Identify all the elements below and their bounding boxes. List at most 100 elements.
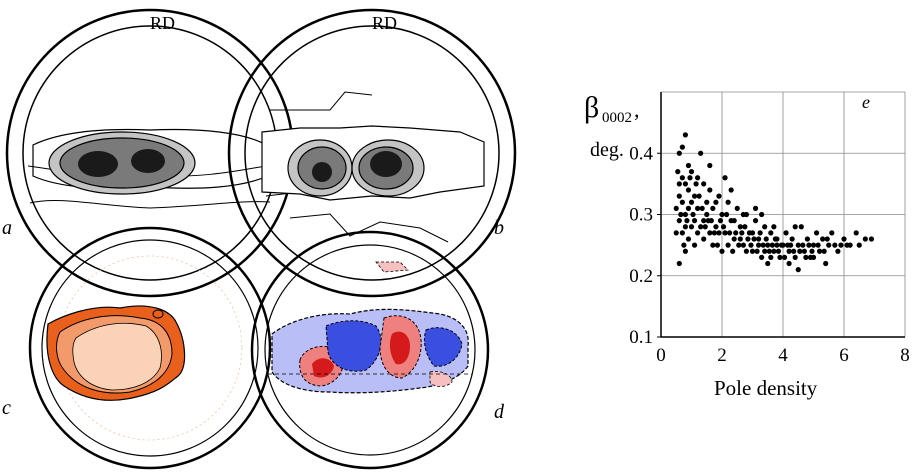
scatter-point [736,242,742,248]
scatter-point [768,230,774,236]
scatter-point [756,236,762,242]
scatter-point [701,236,707,242]
scatter-point [728,187,734,193]
scatter-point [786,260,792,267]
scatter-point [757,230,763,236]
scatter-point [710,205,716,211]
scatter-point [727,230,733,236]
x-tick-label: 8 [900,345,910,366]
scatter-point [698,150,704,156]
scatter-point [853,230,859,236]
x-axis-label: Pole density [714,376,818,400]
scatter-point [815,242,821,248]
scatter-point [690,211,696,218]
scatter-point [682,181,689,187]
scatter-point [733,230,739,236]
scatter-point [691,193,698,199]
scatter-point [682,211,689,218]
scatter-point [714,242,721,248]
panel-letter-b: b [494,217,504,239]
scatter-point [783,230,789,236]
scatter-point [809,248,815,254]
scatter-point [679,175,685,181]
scatter-point [725,199,731,205]
panel-letter-a: a [2,217,12,239]
scatter-point [844,242,850,248]
scatter-point [823,260,829,267]
pole-figure-c [28,226,272,470]
scatter-point [731,236,737,242]
scatter-point [707,187,713,193]
panel-letter-d: d [494,401,504,423]
scatter-point [772,236,778,242]
scatter-point [740,211,746,218]
scatter-point [856,242,862,248]
scatter-point [752,205,759,211]
scatter-point [737,236,743,242]
scatter-point [687,175,693,181]
scatter-point [719,248,725,254]
scatter-point [795,242,801,248]
scatter-point [763,236,769,242]
scatter-point [717,218,724,224]
scatter-point [699,205,705,211]
scatter-point [685,162,692,169]
scatter-point [771,248,777,254]
scatter-point [722,175,728,181]
scatter-point [759,211,765,218]
scatter-point [765,260,771,267]
scatter-point [691,242,698,248]
scatter-point [791,248,797,254]
scatter-point [749,230,756,236]
scatter-point [719,211,725,218]
scatter-point [676,218,682,224]
scatter-point [682,132,689,138]
scatter-point [695,230,701,236]
scatter-point [801,248,807,254]
scatter-point [688,169,695,175]
scatter-point [778,242,785,248]
chart-axes: 0 2 4 6 8 0.1 0.2 0.3 0.4 [629,92,910,366]
scatter-point [775,248,782,254]
y-axis-label-unit: deg. [590,139,624,161]
scatter-point [704,199,710,205]
scatter-point [803,254,809,260]
scatter-point [711,230,717,236]
scatter-point [795,267,801,273]
scatter-point [720,224,727,230]
scatter-point [730,248,736,254]
scatter-point [716,193,722,199]
scatter-point [698,224,704,230]
pole-figure-d [250,230,490,470]
scatter-point [820,236,826,242]
scatter-point [676,150,682,156]
scatter-point [868,236,875,242]
scatter-point [688,224,695,230]
y-tick-label: 0.3 [629,205,653,226]
scatter-point [759,254,765,260]
scatter-point [701,218,707,224]
scatter-point [832,242,838,248]
scatter-point [788,242,794,248]
scatter-point [800,242,806,248]
scatter-point [695,205,701,211]
panel-letter-e: e [862,92,870,112]
scatter-point [707,162,713,169]
scatter-point [804,236,811,242]
scatter-point [756,242,762,248]
scatter-point [766,248,772,254]
scatter-point [797,248,803,254]
scatter-point [673,205,679,211]
y-axis-label-suffix: , [634,97,640,122]
scatter-point [810,242,817,248]
panel-letter-c: c [2,397,11,419]
y-tick-label: 0.2 [629,266,653,287]
scatter-point [760,242,766,248]
scatter-point [678,211,684,218]
scatter-point [835,248,841,254]
y-axis-label-subscript: 0002 [602,110,632,126]
scatter-point [737,224,743,230]
scatter-point [742,224,748,230]
scatter-point [710,242,716,248]
